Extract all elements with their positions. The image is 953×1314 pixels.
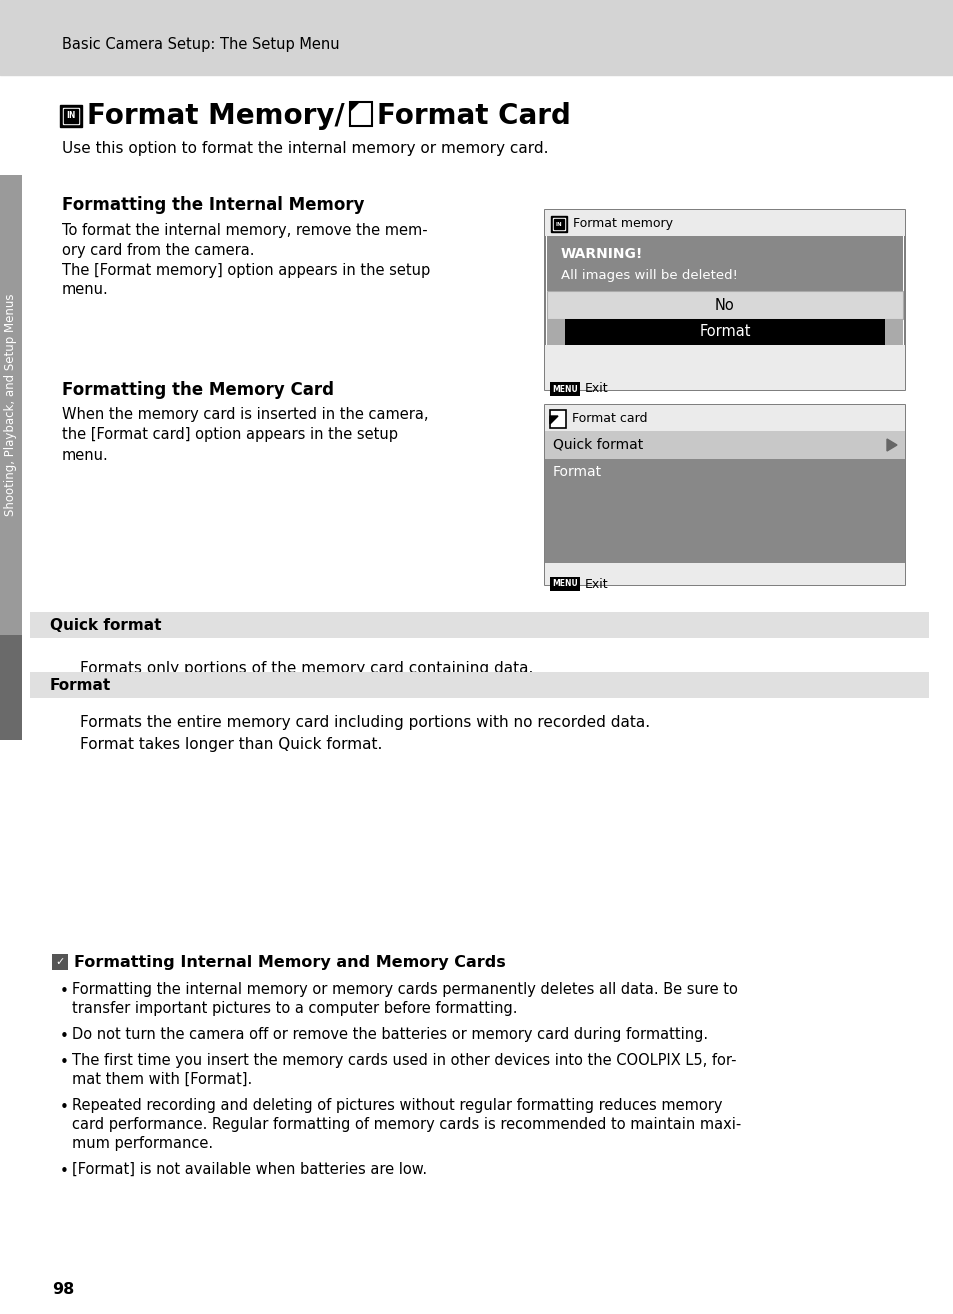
Bar [52, 954, 68, 970]
Bar [564, 319, 884, 346]
Text: MENU: MENU [552, 385, 578, 393]
Bar [61, 106, 81, 126]
Text: mum performance.: mum performance. [71, 1137, 213, 1151]
Polygon shape [886, 439, 896, 451]
Text: Format card: Format card [572, 413, 647, 426]
Text: Quick format: Quick format [50, 618, 161, 632]
Text: •: • [60, 1029, 69, 1045]
Text: No: No [715, 297, 734, 313]
Text: Formatting the Memory Card: Formatting the Memory Card [62, 381, 334, 399]
Text: the [Format card] option appears in the setup: the [Format card] option appears in the … [62, 427, 397, 443]
Text: Format takes longer than Quick format.: Format takes longer than Quick format. [80, 737, 382, 753]
Bar [544, 346, 904, 390]
Text: ory card from the camera.: ory card from the camera. [62, 243, 254, 258]
Text: •: • [60, 1055, 69, 1070]
Text: Format memory: Format memory [573, 218, 672, 230]
Polygon shape [350, 102, 358, 110]
Text: Formats only portions of the memory card containing data.: Formats only portions of the memory card… [80, 661, 533, 675]
Bar [546, 290, 902, 319]
Text: •: • [60, 1164, 69, 1179]
Text: 98: 98 [52, 1282, 74, 1297]
Bar [30, 612, 928, 639]
Bar [551, 215, 566, 233]
Text: Repeated recording and deleting of pictures without regular formatting reduces m: Repeated recording and deleting of pictu… [71, 1099, 721, 1113]
Text: Exit: Exit [584, 382, 608, 396]
Text: •: • [60, 984, 69, 999]
Text: •: • [60, 1100, 69, 1116]
Text: The first time you insert the memory cards used in other devices into the COOLPI: The first time you insert the memory car… [71, 1053, 736, 1068]
Text: WARNING!: WARNING! [560, 247, 642, 261]
Bar [550, 382, 579, 396]
Text: Shooting, Playback, and Setup Menus: Shooting, Playback, and Setup Menus [5, 294, 17, 516]
Text: Do not turn the camera off or remove the batteries or memory card during formatt: Do not turn the camera off or remove the… [71, 1028, 707, 1042]
Text: To format the internal memory, remove the mem-: To format the internal memory, remove th… [62, 222, 427, 238]
Bar [550, 577, 579, 591]
Text: The [Format memory] option appears in the setup: The [Format memory] option appears in th… [62, 263, 430, 277]
Bar [0, 635, 22, 740]
Bar [544, 210, 904, 237]
Text: MENU: MENU [552, 579, 578, 589]
Bar [350, 102, 372, 126]
Text: IN: IN [555, 222, 561, 226]
Text: Formatting Internal Memory and Memory Cards: Formatting Internal Memory and Memory Ca… [74, 954, 505, 970]
Bar [553, 218, 564, 230]
Bar [0, 175, 22, 740]
Bar [64, 109, 78, 124]
Text: Format: Format [50, 678, 112, 692]
Text: menu.: menu. [62, 448, 109, 463]
Text: Use this option to format the internal memory or memory card.: Use this option to format the internal m… [62, 141, 548, 155]
Text: IN: IN [67, 112, 75, 121]
Text: card performance. Regular formatting of memory cards is recommended to maintain : card performance. Regular formatting of … [71, 1117, 740, 1131]
Bar [544, 405, 904, 585]
Polygon shape [550, 417, 558, 424]
Text: Format: Format [553, 465, 601, 480]
Text: [Format] is not available when batteries are low.: [Format] is not available when batteries… [71, 1162, 427, 1177]
Bar [544, 431, 904, 562]
Bar [550, 410, 565, 428]
Bar [544, 431, 904, 459]
Text: When the memory card is inserted in the camera,: When the memory card is inserted in the … [62, 407, 428, 423]
Bar [546, 237, 902, 290]
Bar [554, 219, 563, 229]
Text: menu.: menu. [62, 283, 109, 297]
Bar [544, 562, 904, 585]
Bar [60, 105, 82, 127]
Bar [30, 671, 928, 698]
Text: Format: Format [699, 325, 750, 339]
Bar [544, 459, 904, 485]
Bar [544, 405, 904, 431]
Bar [544, 210, 904, 390]
Text: mat them with [Format].: mat them with [Format]. [71, 1072, 252, 1087]
Text: All images will be deleted!: All images will be deleted! [560, 269, 737, 283]
Text: Format Memory/: Format Memory/ [87, 102, 344, 130]
Text: ✓: ✓ [55, 957, 65, 967]
Bar [884, 319, 902, 346]
Text: transfer important pictures to a computer before formatting.: transfer important pictures to a compute… [71, 1001, 517, 1016]
Bar [0, 0, 953, 75]
Bar [63, 108, 79, 124]
Text: Formats the entire memory card including portions with no recorded data.: Formats the entire memory card including… [80, 716, 649, 731]
Text: Quick format: Quick format [553, 438, 642, 452]
Text: Formatting the internal memory or memory cards permanently deletes all data. Be : Formatting the internal memory or memory… [71, 982, 737, 997]
Text: Exit: Exit [584, 577, 608, 590]
Text: Formatting the Internal Memory: Formatting the Internal Memory [62, 196, 364, 214]
Text: Basic Camera Setup: The Setup Menu: Basic Camera Setup: The Setup Menu [62, 37, 339, 51]
Bar [546, 319, 564, 346]
Text: Format Card: Format Card [376, 102, 570, 130]
